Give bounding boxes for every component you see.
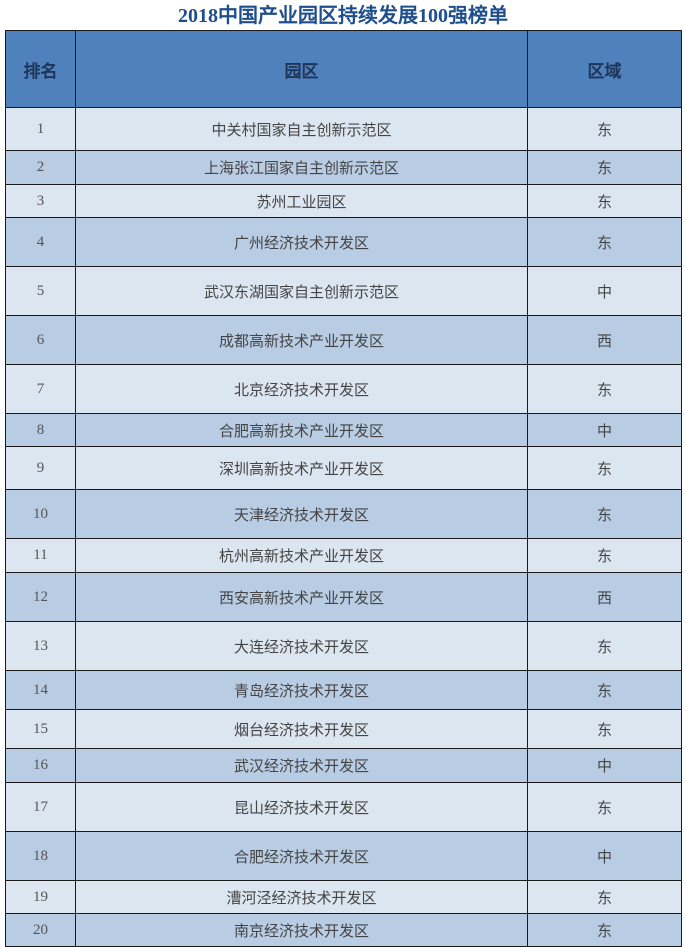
rank-cell: 17 — [5, 782, 76, 832]
rank-cell: 2 — [5, 150, 76, 185]
page-title: 2018中国产业园区持续发展100强榜单 — [178, 5, 508, 27]
table-row: 16 武汉经济技术开发区中 — [5, 748, 682, 783]
table-row: 6 成都高新技术产业开发区西 — [5, 315, 682, 365]
park-cell: 青岛经济技术开发区 — [75, 670, 528, 710]
table-row: 4 广州经济技术开发区东 — [5, 217, 682, 267]
table-header-row: 排名 园区 区域 — [5, 30, 682, 108]
table-row: 3 苏州工业园区东 — [5, 184, 682, 218]
park-cell: 西安高新技术产业开发区 — [75, 572, 528, 622]
park-cell: 中关村国家自主创新示范区 — [75, 107, 528, 151]
column-header-rank: 排名 — [5, 30, 76, 108]
rank-cell: 7 — [5, 364, 76, 414]
rank-cell: 1 — [5, 107, 76, 151]
rank-cell: 9 — [5, 446, 76, 490]
table-row: 11 杭州高新技术产业开发区东 — [5, 538, 682, 573]
park-cell: 烟台经济技术开发区 — [75, 709, 528, 749]
park-cell: 深圳高新技术产业开发区 — [75, 446, 528, 490]
table-row: 9 深圳高新技术产业开发区东 — [5, 446, 682, 490]
park-cell: 上海张江国家自主创新示范区 — [75, 150, 528, 185]
region-cell: 东 — [527, 107, 682, 151]
park-cell: 北京经济技术开发区 — [75, 364, 528, 414]
rank-cell: 12 — [5, 572, 76, 622]
park-cell: 合肥经济技术开发区 — [75, 831, 528, 881]
table-row: 7 北京经济技术开发区东 — [5, 364, 682, 414]
region-cell: 东 — [527, 621, 682, 671]
region-cell: 中 — [527, 831, 682, 881]
table-row: 12 西安高新技术产业开发区西 — [5, 572, 682, 622]
region-cell: 东 — [527, 489, 682, 539]
table-row: 17 昆山经济技术开发区东 — [5, 782, 682, 832]
rank-cell: 13 — [5, 621, 76, 671]
region-cell: 东 — [527, 782, 682, 832]
region-cell: 东 — [527, 150, 682, 185]
ranking-table: 排名 园区 区域 1 中关村国家自主创新示范区东 2 上海张江国家自主创新示范区东 3 苏… — [5, 30, 682, 947]
park-cell: 昆山经济技术开发区 — [75, 782, 528, 832]
region-cell: 中 — [527, 748, 682, 783]
park-cell: 大连经济技术开发区 — [75, 621, 528, 671]
region-cell: 东 — [527, 364, 682, 414]
region-cell: 西 — [527, 315, 682, 365]
table-row: 5 武汉东湖国家自主创新示范区中 — [5, 266, 682, 316]
region-cell: 东 — [527, 446, 682, 490]
region-cell: 东 — [527, 217, 682, 267]
region-cell: 东 — [527, 709, 682, 749]
table-row: 10 天津经济技术开发区东 — [5, 489, 682, 539]
rank-cell: 18 — [5, 831, 76, 881]
rank-cell: 19 — [5, 880, 76, 914]
rank-cell: 15 — [5, 709, 76, 749]
region-cell: 中 — [527, 266, 682, 316]
park-cell: 广州经济技术开发区 — [75, 217, 528, 267]
park-cell: 武汉东湖国家自主创新示范区 — [75, 266, 528, 316]
park-cell: 苏州工业园区 — [75, 184, 528, 218]
rank-cell: 11 — [5, 538, 76, 573]
park-cell: 南京经济技术开发区 — [75, 913, 528, 947]
rank-cell: 8 — [5, 413, 76, 447]
region-cell: 西 — [527, 572, 682, 622]
table-row: 2 上海张江国家自主创新示范区东 — [5, 150, 682, 185]
table-row: 1 中关村国家自主创新示范区东 — [5, 107, 682, 151]
table-row: 18 合肥经济技术开发区中 — [5, 831, 682, 881]
table-row: 20 南京经济技术开发区东 — [5, 913, 682, 947]
region-cell: 东 — [527, 670, 682, 710]
park-cell: 天津经济技术开发区 — [75, 489, 528, 539]
column-header-region: 区域 — [527, 30, 682, 108]
rank-cell: 5 — [5, 266, 76, 316]
region-cell: 东 — [527, 538, 682, 573]
park-cell: 成都高新技术产业开发区 — [75, 315, 528, 365]
region-cell: 东 — [527, 184, 682, 218]
table-row: 15 烟台经济技术开发区东 — [5, 709, 682, 749]
park-cell: 武汉经济技术开发区 — [75, 748, 528, 783]
rank-cell: 6 — [5, 315, 76, 365]
park-cell: 合肥高新技术产业开发区 — [75, 413, 528, 447]
park-cell: 杭州高新技术产业开发区 — [75, 538, 528, 573]
rank-cell: 16 — [5, 748, 76, 783]
table-row: 14 青岛经济技术开发区东 — [5, 670, 682, 710]
rank-cell: 20 — [5, 913, 76, 947]
park-cell: 漕河泾经济技术开发区 — [75, 880, 528, 914]
rank-cell: 10 — [5, 489, 76, 539]
table-row: 13 大连经济技术开发区东 — [5, 621, 682, 671]
rank-cell: 4 — [5, 217, 76, 267]
region-cell: 东 — [527, 880, 682, 914]
rank-cell: 3 — [5, 184, 76, 218]
table-row: 8 合肥高新技术产业开发区中 — [5, 413, 682, 447]
region-cell: 东 — [527, 913, 682, 947]
column-header-park: 园区 — [75, 30, 528, 108]
table-row: 19 漕河泾经济技术开发区东 — [5, 880, 682, 914]
rank-cell: 14 — [5, 670, 76, 710]
region-cell: 中 — [527, 413, 682, 447]
